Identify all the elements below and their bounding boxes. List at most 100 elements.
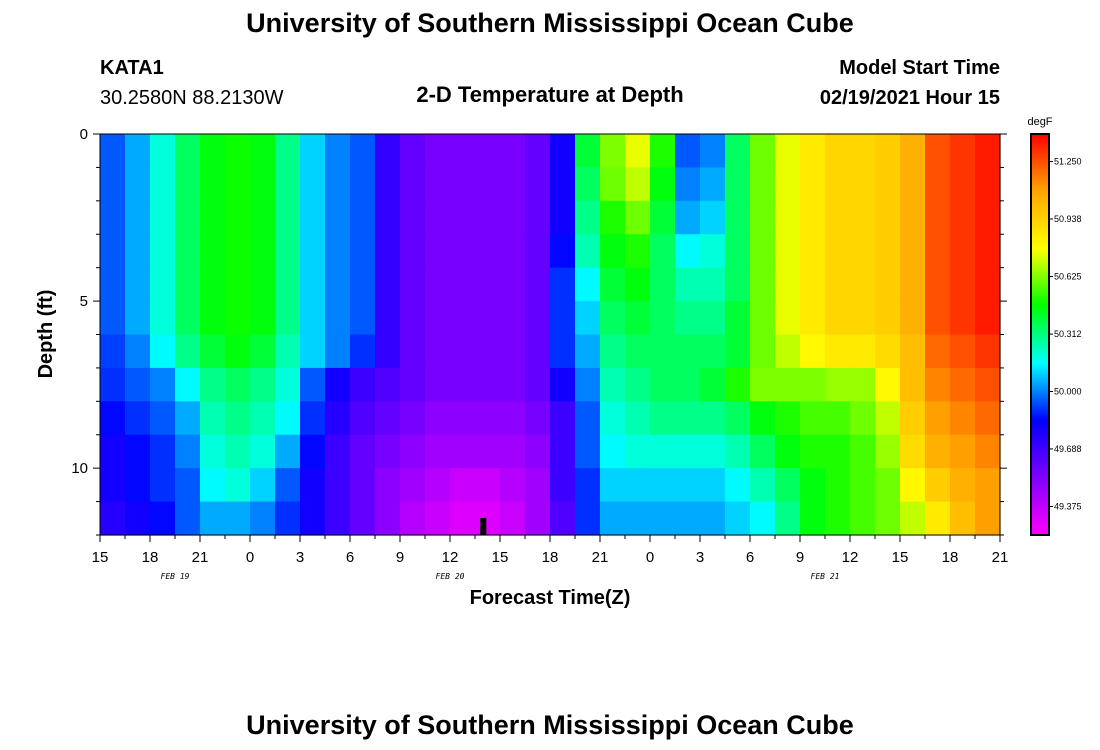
heatmap-cell (375, 134, 401, 169)
heatmap-cell (825, 501, 851, 536)
heatmap-cell (950, 167, 976, 202)
heatmap-cell (775, 334, 801, 369)
heatmap-cell (275, 301, 301, 336)
heatmap-cell (800, 134, 826, 169)
heatmap-cell (850, 301, 876, 336)
heatmap-cell (100, 501, 126, 536)
heatmap-cell (825, 334, 851, 369)
heatmap-cell (375, 501, 401, 536)
heatmap-cell (775, 301, 801, 336)
heatmap-cell (700, 134, 726, 169)
heatmap-cell (800, 434, 826, 469)
heatmap-cell (350, 200, 376, 235)
heatmap-cell (875, 167, 901, 202)
heatmap-cell (400, 501, 426, 536)
heatmap-cell (550, 134, 576, 169)
heatmap-cell (450, 334, 476, 369)
heatmap-cell (725, 334, 751, 369)
heatmap-cell (675, 167, 701, 202)
heatmap-cell (150, 334, 176, 369)
heatmap-cell (500, 367, 526, 402)
heatmap-cell (950, 367, 976, 402)
heatmap-cell (550, 401, 576, 436)
heatmap-cell (600, 434, 626, 469)
heatmap-cell (950, 501, 976, 536)
heatmap-cell (200, 334, 226, 369)
heatmap-cell (650, 167, 676, 202)
heatmap-cell (425, 134, 451, 169)
heatmap-cell (925, 234, 951, 269)
heatmap-cell (500, 301, 526, 336)
heatmap-cell (425, 401, 451, 436)
heatmap-cell (675, 401, 701, 436)
heatmap-cell (900, 234, 926, 269)
heatmap-cell (200, 501, 226, 536)
heatmap-cell (250, 134, 276, 169)
heatmap-cell (825, 468, 851, 503)
heatmap-cell (925, 367, 951, 402)
heatmap-cell (375, 234, 401, 269)
heatmap-cell (625, 200, 651, 235)
y-tick-label: 10 (71, 460, 88, 477)
y-tick-label: 5 (80, 293, 88, 310)
heatmap-cell (125, 134, 151, 169)
heatmap-cell (550, 267, 576, 302)
heatmap-cell (675, 367, 701, 402)
heatmap-cell (400, 234, 426, 269)
heatmap-cell (575, 334, 601, 369)
heatmap-cell (925, 167, 951, 202)
heatmap-cell (500, 401, 526, 436)
heatmap-cell (700, 301, 726, 336)
heatmap-cell (375, 200, 401, 235)
heatmap-cell (700, 367, 726, 402)
heatmap-cell (950, 267, 976, 302)
x-tick-label: 18 (142, 549, 159, 566)
heatmap-cell (625, 301, 651, 336)
heatmap-cell (425, 334, 451, 369)
x-tick-label: 12 (842, 549, 859, 566)
heatmap-cell (550, 367, 576, 402)
heatmap-cell (475, 301, 501, 336)
heatmap-cell (825, 401, 851, 436)
heatmap-cell (325, 200, 351, 235)
x-tick-label: 0 (646, 549, 654, 566)
heatmap-cell (225, 234, 251, 269)
heatmap-cell (325, 134, 351, 169)
heatmap-cell (275, 501, 301, 536)
heatmap-cell (100, 234, 126, 269)
heatmap-cell (750, 501, 776, 536)
heatmap-cell (900, 134, 926, 169)
heatmap-cell (200, 267, 226, 302)
heatmap-cell (650, 134, 676, 169)
heatmap-cell (925, 434, 951, 469)
heatmap-cell (575, 267, 601, 302)
heatmap-cell (525, 267, 551, 302)
x-tick-label: 9 (396, 549, 404, 566)
heatmap-cell (650, 434, 676, 469)
heatmap-cell (350, 468, 376, 503)
heatmap-cell (125, 468, 151, 503)
heatmap-cell (650, 401, 676, 436)
heatmap-cell (225, 401, 251, 436)
heatmap-cell (625, 167, 651, 202)
heatmap-cell (875, 401, 901, 436)
heatmap-cell (125, 434, 151, 469)
heatmap-cell (700, 267, 726, 302)
heatmap-cell (450, 468, 476, 503)
heatmap-cell (775, 200, 801, 235)
heatmap-cell (100, 468, 126, 503)
heatmap-cell (425, 234, 451, 269)
heatmap-cell (350, 267, 376, 302)
heatmap-cell (875, 434, 901, 469)
heatmap-cell (700, 434, 726, 469)
heatmap-cell (825, 234, 851, 269)
heatmap-cell (375, 267, 401, 302)
heatmap-cell (950, 234, 976, 269)
heatmap-cell (200, 234, 226, 269)
heatmap-cell (400, 401, 426, 436)
heatmap-cell (875, 501, 901, 536)
heatmap-cell (625, 334, 651, 369)
x-tick-label: 6 (346, 549, 354, 566)
heatmap-cell (725, 401, 751, 436)
heatmap-cell (925, 301, 951, 336)
